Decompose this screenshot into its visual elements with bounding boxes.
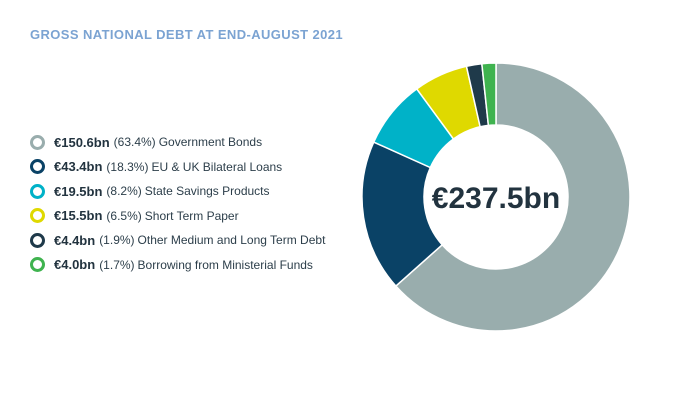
legend-value: €150.6bn (54, 134, 110, 150)
legend-item: €15.5bn (6.5%) Short Term Paper (30, 204, 360, 229)
legend-percent: (18.3%) (106, 159, 149, 174)
legend-value: €4.4bn (54, 232, 96, 248)
legend-marker (30, 159, 45, 175)
legend-item: €150.6bn (63.4%) Government Bonds (30, 130, 360, 155)
legend-item: €19.5bn (8.2%) State Savings Products (30, 179, 360, 204)
legend-label: Short Term Paper (144, 208, 239, 223)
legend-value: €15.5bn (54, 208, 103, 224)
legend-label: Borrowing from Ministerial Funds (137, 257, 313, 272)
legend-marker (30, 208, 45, 224)
center-total-label: €237.5bn (432, 182, 560, 215)
legend-percent: (8.2%) (106, 184, 142, 199)
legend-item: €4.4bn (1.9%) Other Medium and Long Term D… (30, 228, 360, 253)
legend-percent: (1.9%) (99, 233, 135, 248)
donut-slice (394, 62, 631, 332)
legend-label: Government Bonds (158, 135, 263, 150)
donut-slice (481, 62, 497, 127)
legend-percent: (63.4%) (113, 135, 156, 150)
legend-marker (30, 257, 45, 273)
legend-marker (30, 232, 45, 248)
legend-percent: (1.7%) (99, 257, 135, 272)
legend-value: €19.5bn (54, 183, 103, 199)
legend-label: EU & UK Bilateral Loans (151, 159, 283, 174)
legend-label: State Savings Products (144, 184, 270, 199)
legend-marker (30, 183, 45, 199)
legend-value: €4.0bn (54, 257, 96, 273)
chart-legend: €150.6bn (63.4%) Government Bonds €43.4bn (1… (30, 130, 360, 277)
legend-item: €43.4bn (18.3%) EU & UK Bilateral Loans (30, 155, 360, 180)
legend-item: €4.0bn (1.7%) Borrowing from Ministerial F… (30, 253, 360, 278)
legend-marker (30, 134, 45, 150)
legend-value: €43.4bn (54, 159, 103, 175)
chart-title: GROSS NATIONAL DEBT AT END-AUGUST 2021 (30, 27, 344, 42)
legend-percent: (6.5%) (106, 208, 142, 223)
legend-label: Other Medium and Long Term Debt (137, 233, 326, 248)
